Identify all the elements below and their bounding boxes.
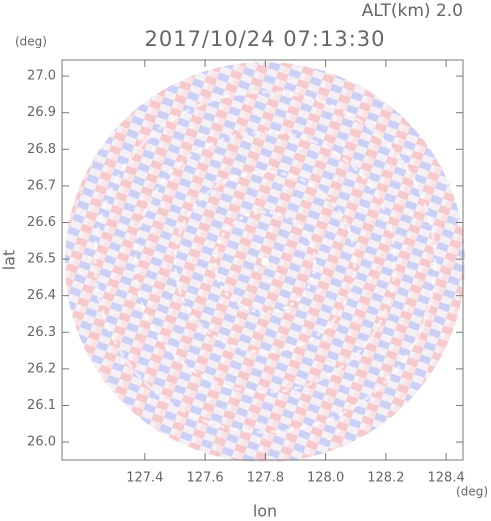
y-tick-label: 26.4	[27, 288, 56, 303]
x-axis-label: lon	[253, 502, 277, 521]
x-tick-label: 128.2	[367, 471, 404, 486]
plot-frame	[61, 59, 464, 461]
ring	[133, 130, 397, 394]
x-tick-label: 127.6	[186, 471, 223, 486]
ring	[93, 90, 437, 434]
ring	[173, 170, 357, 354]
y-tick-label: 26.5	[27, 252, 56, 267]
chart-title: 2017/10/24 07:13:30	[144, 27, 385, 51]
y-tick-label: 26.3	[27, 325, 56, 340]
radar-center	[261, 258, 269, 266]
y-tick-label: 26.0	[27, 435, 56, 450]
x-tick-label: 127.8	[247, 471, 284, 486]
x-tick-label: 128.4	[428, 471, 465, 486]
y-tick-label: 26.9	[27, 105, 56, 120]
chart-subtitle: ALT(km) 2.0	[362, 1, 463, 21]
y-tick-label: 26.2	[27, 361, 56, 376]
y-tick-label: 26.7	[27, 178, 56, 193]
y-tick-label: 26.6	[27, 215, 56, 230]
y-tick-label: 27.0	[27, 69, 56, 84]
y-tick-label: 26.8	[27, 142, 56, 157]
y-unit: (deg)	[15, 35, 47, 49]
x-tick-label: 128.0	[307, 471, 344, 486]
x-tick-label: 127.4	[126, 471, 163, 486]
y-axis-label: lat	[0, 250, 19, 271]
y-tick-label: 26.1	[27, 398, 56, 413]
x-unit: (deg)	[456, 485, 488, 499]
ring	[213, 210, 317, 314]
radar-field	[65, 62, 465, 462]
